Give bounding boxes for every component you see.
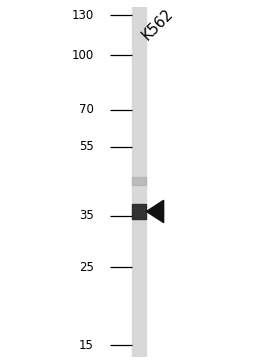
Text: 15: 15 — [79, 339, 94, 352]
Text: 100: 100 — [71, 49, 94, 62]
Text: 70: 70 — [79, 103, 94, 117]
Polygon shape — [146, 200, 164, 223]
Text: 55: 55 — [79, 140, 94, 153]
Text: 35: 35 — [79, 209, 94, 222]
Text: 25: 25 — [79, 261, 94, 274]
Text: K562: K562 — [139, 7, 176, 44]
Text: 130: 130 — [71, 9, 94, 22]
